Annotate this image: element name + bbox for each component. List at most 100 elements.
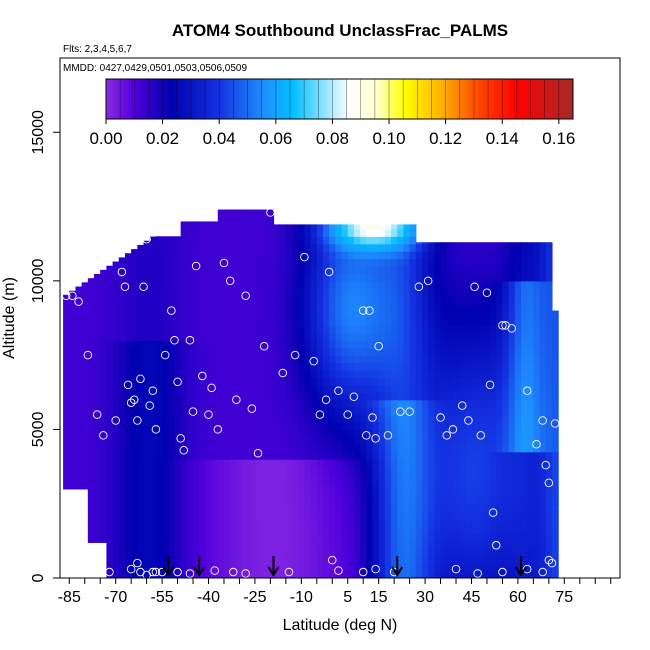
heatmap-cell	[143, 451, 151, 460]
heatmap-cell	[421, 518, 429, 527]
heatmap-cell	[452, 318, 460, 327]
heatmap-cell	[236, 384, 244, 393]
heatmap-cell	[106, 370, 114, 379]
heatmap-cell	[322, 303, 330, 312]
heatmap-cell	[273, 228, 281, 237]
heatmap-cell	[545, 496, 553, 505]
heatmap-cell	[397, 273, 405, 282]
heatmap-cell	[273, 414, 281, 423]
sample-point	[550, 419, 560, 428]
heatmap-cell	[527, 533, 534, 542]
heatmap-cell	[242, 466, 250, 475]
heatmap-cell	[353, 288, 361, 297]
heatmap-cell	[329, 540, 336, 549]
heatmap-cell	[483, 444, 491, 453]
heatmap-cell	[137, 540, 145, 549]
heatmap-cell	[533, 496, 541, 505]
heatmap-cell	[434, 295, 442, 304]
heatmap-cell	[285, 266, 293, 275]
heatmap-cell	[465, 303, 473, 312]
heatmap-cell	[118, 340, 126, 349]
heatmap-cell	[94, 297, 101, 306]
heatmap-cell	[168, 459, 176, 468]
heatmap-cell	[118, 355, 126, 364]
heatmap-cell	[428, 288, 435, 297]
heatmap-cell	[87, 364, 95, 373]
heatmap-cell	[118, 266, 126, 275]
heatmap-cell	[304, 548, 312, 557]
heatmap-cell	[69, 451, 77, 460]
heatmap-cell	[477, 533, 485, 542]
heatmap-cell	[329, 422, 336, 431]
heatmap-cell	[347, 332, 355, 341]
heatmap-cell	[81, 444, 89, 453]
heatmap-cell	[384, 459, 392, 468]
heatmap-cell	[539, 318, 547, 327]
heatmap-cell	[230, 236, 237, 245]
heatmap-cell	[279, 503, 287, 512]
heatmap-cell	[162, 503, 169, 512]
heatmap-cell	[254, 347, 262, 356]
sample-point	[498, 567, 507, 577]
heatmap-cell	[217, 518, 225, 527]
heatmap-cell	[174, 488, 182, 497]
heatmap-cell	[94, 371, 101, 380]
heatmap-cell	[217, 251, 225, 260]
heatmap-cell	[490, 325, 497, 334]
heatmap-cell	[199, 392, 207, 401]
heatmap-cell	[292, 243, 299, 252]
heatmap-cell	[193, 422, 200, 431]
heatmap-cell	[520, 355, 528, 364]
heatmap-cell	[527, 370, 534, 379]
heatmap-cell	[465, 436, 473, 445]
heatmap-cell	[384, 429, 392, 438]
heatmap-cell	[304, 422, 312, 431]
heatmap-cell	[347, 266, 355, 275]
heatmap-cell	[100, 341, 108, 350]
heatmap-cell	[193, 474, 200, 483]
heatmap-cell	[168, 280, 176, 289]
heatmap-cell	[490, 243, 497, 252]
heatmap-cell	[106, 310, 114, 319]
heatmap-cell	[434, 422, 442, 431]
heatmap-cell	[520, 548, 528, 557]
heatmap-cell	[347, 384, 355, 393]
heatmap-cell	[446, 518, 454, 527]
heatmap-cell	[335, 288, 343, 297]
heatmap-cell	[223, 251, 231, 260]
heatmap-cell	[514, 325, 522, 334]
heatmap-cell	[106, 392, 114, 401]
heatmap-cell	[94, 349, 101, 358]
heatmap-cell	[520, 384, 528, 393]
heatmap-cell	[205, 318, 213, 327]
heatmap-cell	[118, 325, 126, 334]
heatmap-cell	[341, 540, 349, 549]
heatmap-cell	[87, 475, 95, 484]
heatmap-cell	[217, 444, 225, 453]
heatmap-cell	[520, 533, 528, 542]
heatmap-cell	[211, 251, 219, 260]
heatmap-cell	[483, 347, 491, 356]
heatmap-cell	[539, 422, 547, 431]
heatmap-cell	[180, 511, 188, 520]
heatmap-cell	[94, 289, 101, 298]
heatmap-cell	[304, 488, 312, 497]
heatmap-cell	[391, 280, 398, 289]
heatmap-cell	[63, 318, 70, 327]
heatmap-cell	[236, 533, 244, 542]
heatmap-cell	[292, 273, 299, 282]
heatmap-cell	[520, 310, 528, 319]
heatmap-cell	[347, 466, 355, 475]
heatmap-cell	[551, 377, 559, 386]
heatmap-cell	[254, 370, 262, 379]
heatmap-cell	[316, 295, 324, 304]
heatmap-cell	[106, 429, 114, 438]
heatmap-cell	[366, 384, 374, 393]
heatmap-cell	[347, 392, 355, 401]
heatmap-cell	[205, 570, 213, 578]
heatmap-cell	[434, 526, 442, 535]
heatmap-cell	[440, 548, 448, 557]
heatmap-cell	[440, 303, 448, 312]
heatmap-cell	[131, 384, 138, 393]
heatmap-cell	[465, 481, 473, 490]
